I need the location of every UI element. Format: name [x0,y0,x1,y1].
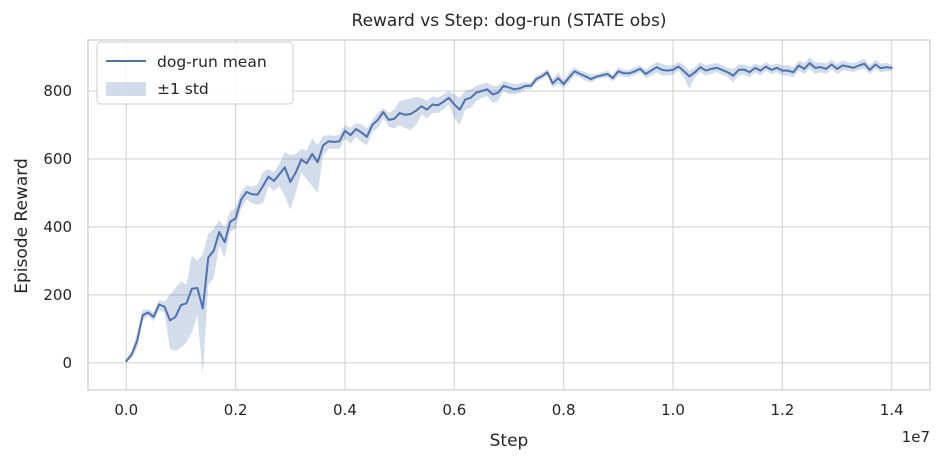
legend-std-swatch [106,82,146,96]
legend-label-mean: dog-run mean [157,53,267,71]
y-tick-label: 400 [43,218,72,236]
std-band-layer [126,57,892,375]
y-tick-label: 800 [43,82,72,100]
plot-frame [87,39,931,391]
legend-label-std: ±1 std [157,80,209,98]
x-tick-label: 0.6 [442,401,466,419]
y-tick-label: 0 [62,354,72,372]
x-tick-label: 0.8 [552,401,576,419]
x-axis-label: Step [490,431,529,451]
std-band [126,57,892,375]
x-tick-label: 0.4 [333,401,357,419]
mean-line [125,62,893,363]
y-tick-label: 600 [43,150,72,168]
x-tick-label: 1.2 [770,401,794,419]
chart-title: Reward vs Step: dog-run (STATE obs) [352,11,667,31]
x-tick-label: 1.4 [880,401,904,419]
x-tick-labels: 0.0 0.2 0.4 0.6 0.8 1.0 1.2 1.4 [114,401,903,419]
x-tick-label: 0.2 [224,401,248,419]
mean-line-layer [125,62,893,363]
x-axis-offset-label: 1e7 [902,428,930,446]
x-tick-label: 1.0 [661,401,685,419]
legend: dog-run mean ±1 std [96,41,294,105]
y-tick-labels: 0 200 400 600 800 [43,82,72,372]
legend-box [96,41,294,105]
x-tick-label: 0.0 [114,401,138,419]
y-axis-label: Episode Reward [12,158,32,293]
y-tick-label: 200 [43,286,72,304]
